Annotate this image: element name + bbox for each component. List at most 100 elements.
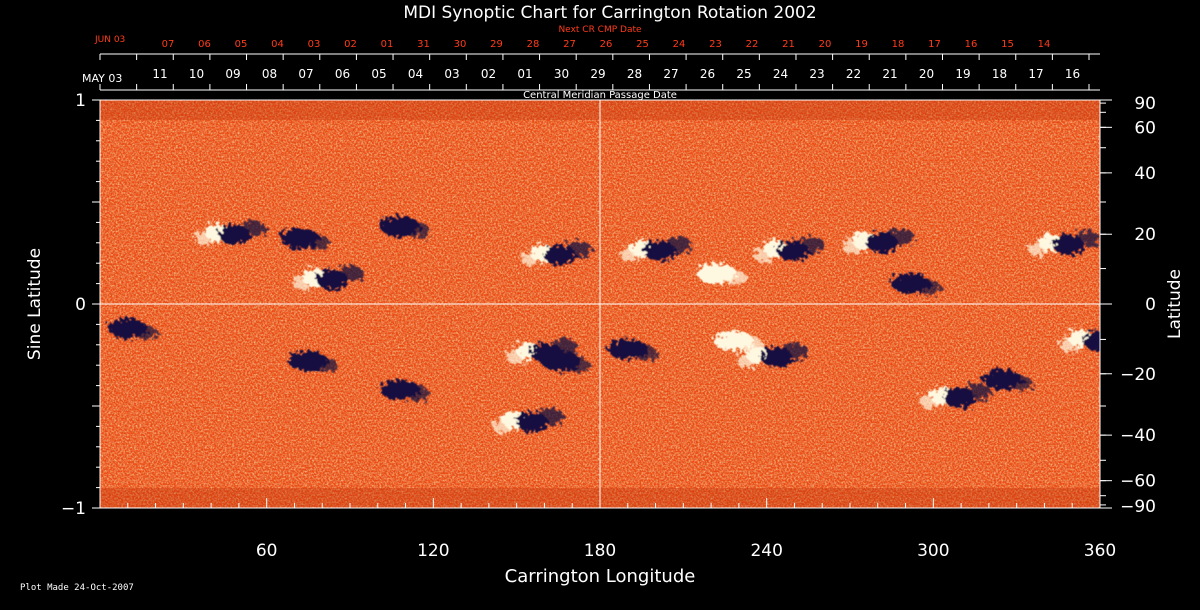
right-tick-label: 60 [1134,118,1156,138]
cmp-date-label: 07 [298,67,313,81]
region-negative-halo [536,408,565,425]
region-negative-halo [406,386,430,401]
next-date-label: 04 [271,39,284,50]
region-negative-halo [567,358,592,373]
region-negative-halo [886,228,915,245]
next-axis-title: Next CR CMP Date [558,25,642,35]
cmp-start-label: MAY 03 [82,72,122,85]
region-negative-halo [917,280,942,295]
region-positive-halo [620,247,640,262]
cmp-date-label: 17 [1028,67,1043,81]
region-positive-halo [753,247,774,262]
chart-title: MDI Synoptic Chart for Carrington Rotati… [403,3,816,23]
region-positive-halo [842,239,863,254]
x-tick-label: 240 [750,541,782,561]
region-negative-halo [797,236,826,253]
region-negative-halo [239,220,267,237]
cmp-date-label: 11 [152,67,167,81]
cmp-date-label: 24 [773,67,788,81]
cmp-date-label: 30 [554,67,569,81]
cmp-date-label: 26 [700,67,715,81]
region-negative-halo [1072,230,1100,247]
cmp-date-label: 05 [371,67,386,81]
cmp-date-label: 09 [225,67,240,81]
next-date-label: 31 [417,39,430,50]
cmp-date-label: 18 [992,67,1007,81]
next-date-label: 30 [454,39,467,50]
next-date-label: 25 [636,39,649,50]
cmp-date-label: 19 [955,67,970,81]
cmp-date-label: 22 [846,67,861,81]
next-date-label: 07 [162,39,175,50]
right-tick-label: 0 [1145,295,1156,315]
x-tick-label: 180 [584,541,616,561]
right-tick-label: 40 [1134,164,1156,184]
x-tick-label: 120 [417,541,449,561]
cmp-date-label: 25 [736,67,751,81]
region-positive-halo [492,419,513,434]
region-positive-halo [920,394,940,409]
region-negative-halo [564,241,592,257]
cmp-date-label: 01 [517,67,532,81]
region-negative-halo [406,223,430,238]
next-date-label: 24 [673,39,686,50]
region-positive-halo [195,231,215,246]
region-negative-halo [1103,327,1131,343]
cmp-date-label: 04 [408,67,423,81]
cmp-date-label: 29 [590,67,605,81]
x-tick-label: 300 [917,541,949,561]
region-positive-halo [292,276,313,291]
next-date-label: 15 [1001,39,1014,50]
plot-made-note: Plot Made 24-Oct-2007 [20,583,134,593]
next-date-label: 18 [892,39,905,50]
left-tick-label: 0 [75,295,86,315]
region-negative-halo [1008,376,1033,391]
cmp-date-label: 16 [1065,67,1080,81]
next-date-label: 29 [490,39,503,50]
next-start-label: JUN 03 [94,35,125,45]
region-positive-halo [722,270,747,285]
next-date-label: 22 [746,39,759,50]
y-axis-label-left: Sine Latitude [25,248,45,360]
cmp-date-label: 21 [882,67,897,81]
right-tick-label: −90 [1120,497,1156,517]
next-date-label: 28 [527,39,540,50]
x-axis-label: Carrington Longitude [505,566,696,587]
region-negative-halo [633,345,658,360]
next-date-label: 01 [381,39,394,50]
next-date-label: 26 [600,39,613,50]
cmp-date-label: 02 [481,67,496,81]
region-positive-halo [1058,337,1079,352]
x-tick-label: 60 [256,541,278,561]
cmp-axis-title: Central Meridian Passage Date [523,90,677,101]
cmp-date-label: 10 [189,67,204,81]
next-date-label: 17 [928,39,941,50]
region-negative-halo [964,383,992,400]
right-tick-label: 90 [1134,94,1156,114]
cmp-date-label: 20 [919,67,934,81]
next-date-label: 14 [1038,39,1051,50]
region-positive-halo [1028,241,1049,256]
next-date-label: 03 [308,39,321,50]
region-positive-halo [739,337,764,352]
region-negative-halo [306,235,330,250]
next-date-label: 20 [819,39,832,50]
y-axis-label-right: Latitude [1165,269,1185,339]
right-tick-label: 20 [1134,225,1156,245]
next-date-label: 16 [965,39,978,50]
next-date-label: 19 [855,39,868,50]
right-tick-label: −60 [1120,472,1156,492]
cmp-date-label: 06 [335,67,350,81]
magnetogram-field [100,100,1131,508]
x-tick-label: 360 [1084,541,1116,561]
right-tick-label: −40 [1120,426,1156,446]
region-positive-halo [506,349,527,364]
next-date-label: 02 [344,39,357,50]
next-date-label: 27 [563,39,576,50]
right-tick-label: −20 [1120,365,1156,385]
cmp-date-label: 03 [444,67,459,81]
active-regions [107,216,1131,434]
cmp-date-label: 23 [809,67,824,81]
region-negative-halo [133,325,158,340]
